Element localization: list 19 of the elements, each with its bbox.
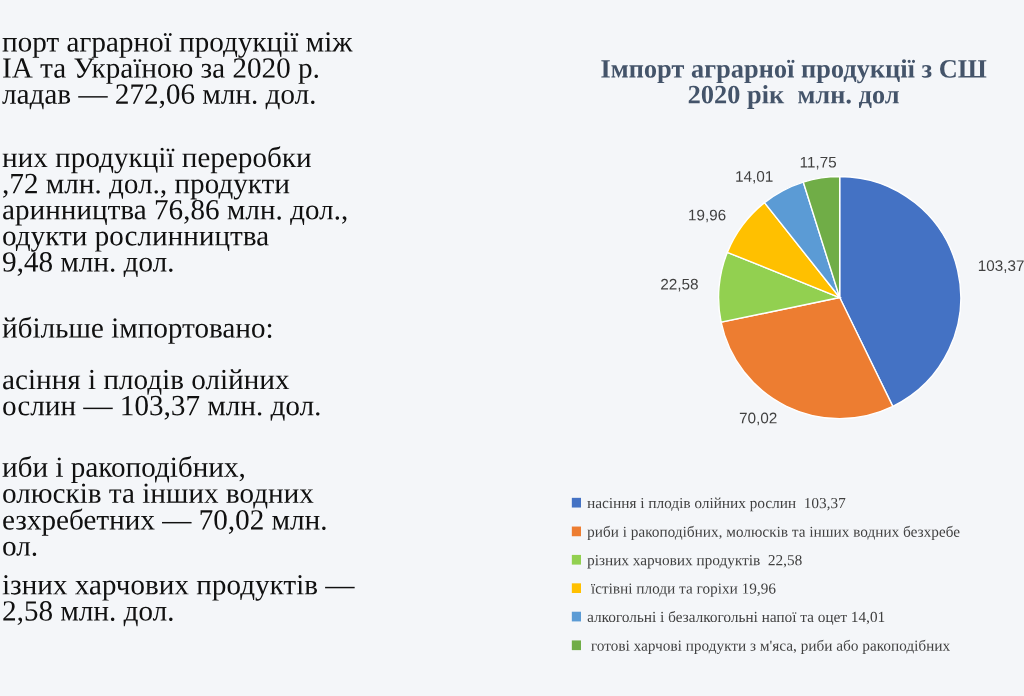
data-label: 19,96 xyxy=(689,209,726,223)
data-label: 14,01 xyxy=(736,170,773,184)
legend-label: насіння і плодів олійних рослин 103,37 xyxy=(587,497,846,512)
text: йбільше імпортовано: xyxy=(2,316,272,344)
legend-label: різних харчових продуктів 22,58 xyxy=(587,554,802,569)
data-label: 70,02 xyxy=(739,412,777,426)
text: ізних харчових продуктів — 2,58 млн. дол. xyxy=(2,575,355,627)
text: асіння і плодів олійних ослин — 103,37 млн. дол. xyxy=(3,369,320,421)
text: них продукції переробки ,72 млн. дол., продукти аринництва 76,86 млн. дол., одукти рослинництва 9,48 млн. дол. xyxy=(2,146,347,278)
data-label: 22,58 xyxy=(661,278,698,292)
legend-label: готові харчові продукти з м'яса, риби або ракоподібних xyxy=(591,639,950,654)
legend-label: алкогольні і безалкогольні напої та оцет 14,01 xyxy=(587,611,885,625)
text: порт аграрної продукції між ІА та Україною за 2020 р. ладав — 272,06 млн. дол. xyxy=(2,32,353,110)
legend-label: риби і ракоподібних, молюсків та інших водних безхребе xyxy=(587,525,960,541)
chart-title: Імпорт аграрної продукції з СШ 2020 рік млн. дол xyxy=(601,59,987,109)
data-label: 103,37 xyxy=(978,260,1024,273)
data-label: 11,75 xyxy=(800,156,837,170)
legend-label: їстівні плоди та горіхи 19,96 xyxy=(591,583,776,597)
text: иби і ракоподібних, олюсків та інших водних езхребетних — 70,02 млн. ол. xyxy=(2,455,326,556)
